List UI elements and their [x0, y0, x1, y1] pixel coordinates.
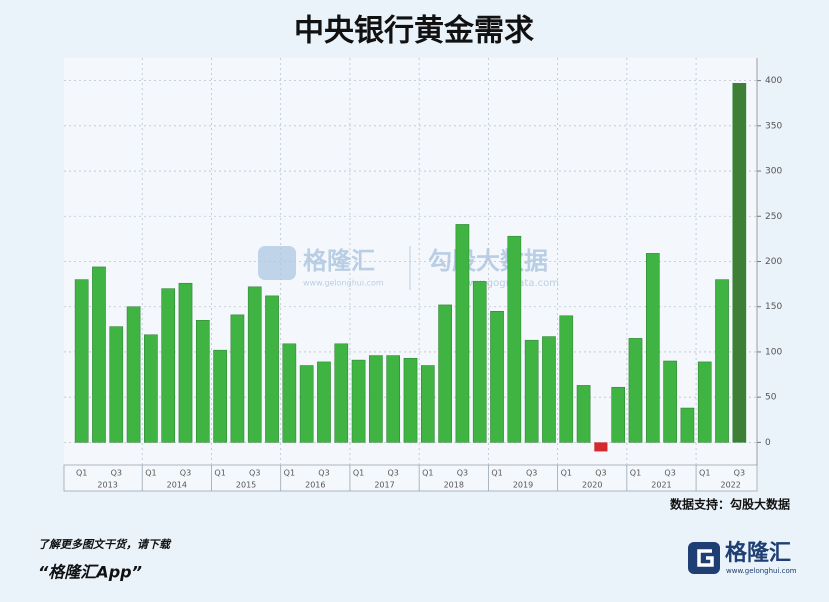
x-axis-box	[63, 464, 758, 492]
x-tick-label: Q3	[180, 469, 191, 478]
x-tick-label: Q1	[422, 469, 433, 478]
year-label: 2022	[721, 481, 741, 490]
bar	[282, 343, 297, 443]
bar	[732, 83, 747, 443]
x-tick-label: Q1	[491, 469, 502, 478]
year-label: 2015	[236, 481, 256, 490]
y-tick-label: 300	[765, 167, 782, 177]
y-tick-label: 150	[765, 302, 782, 312]
watermark-partner: 勾股大数据	[428, 247, 548, 275]
bar	[247, 286, 262, 443]
x-tick-label: Q3	[457, 469, 468, 478]
chart-title: 中央银行黄金需求	[294, 14, 534, 49]
source: 数据支持：勾股大数据	[670, 497, 790, 512]
x-tick-label: Q1	[214, 469, 225, 478]
bar	[628, 338, 643, 443]
y-tick-label: 200	[765, 257, 782, 267]
bar	[334, 343, 349, 443]
bar	[92, 266, 106, 443]
bar	[178, 282, 193, 443]
bar	[542, 336, 556, 443]
year-label: 2016	[305, 481, 325, 490]
bar	[265, 295, 279, 443]
x-tick-label: Q3	[664, 469, 675, 478]
x-tick-label: Q3	[111, 469, 122, 478]
y-tick-label: 100	[765, 347, 782, 357]
bar	[697, 361, 712, 443]
bar	[715, 279, 729, 443]
bar	[369, 355, 383, 443]
y-tick-label: 50	[765, 393, 777, 403]
year-label: 2014	[167, 481, 187, 490]
x-tick-label: Q1	[284, 469, 295, 478]
x-tick-label: Q3	[734, 469, 745, 478]
bar	[663, 360, 677, 443]
bar	[230, 314, 245, 443]
year-label: 2017	[374, 481, 394, 490]
year-label: 2013	[97, 481, 117, 490]
x-tick-label: Q3	[249, 469, 260, 478]
bar	[74, 279, 89, 443]
bar	[109, 326, 124, 443]
x-tick-label: Q1	[561, 469, 572, 478]
bar	[559, 315, 574, 443]
y-tick-label: 400	[765, 76, 782, 86]
bar	[195, 320, 210, 443]
bar	[611, 386, 626, 443]
y-tick-label: 250	[765, 212, 782, 222]
bar	[386, 355, 401, 443]
x-tick-label: Q1	[353, 469, 364, 478]
logo-url: www.gelonghui.com	[726, 567, 797, 575]
bar	[420, 365, 435, 443]
bar	[680, 407, 695, 443]
x-tick-label: Q1	[145, 469, 156, 478]
year-label: 2018	[444, 481, 464, 490]
x-tick-label: Q3	[318, 469, 329, 478]
bar	[351, 359, 366, 443]
bar	[472, 281, 487, 443]
watermark-brand: 格隆汇	[303, 247, 375, 275]
logo-text: 格隆汇	[725, 540, 791, 566]
bar	[507, 235, 522, 443]
bar	[490, 310, 504, 443]
x-tick-label: Q3	[595, 469, 606, 478]
logo-glyph	[697, 549, 714, 567]
watermark-url: www.gelonghui.com	[303, 279, 384, 288]
bar	[645, 253, 660, 443]
y-tick-label: 0	[765, 438, 771, 448]
bar	[213, 349, 227, 443]
bar	[144, 334, 158, 443]
bar	[594, 442, 608, 452]
year-label: 2019	[513, 481, 533, 490]
bar	[438, 304, 452, 443]
x-tick-label: Q3	[387, 469, 398, 478]
bar	[126, 306, 141, 443]
bar	[524, 339, 539, 443]
x-tick-label: Q1	[76, 469, 87, 478]
x-tick-label: Q3	[526, 469, 537, 478]
footer-app: “格隆汇App”	[38, 563, 142, 582]
year-label: 2020	[582, 481, 602, 490]
y-tick-label: 350	[765, 121, 782, 131]
bar	[403, 358, 418, 443]
bar	[317, 361, 331, 443]
x-tick-label: Q1	[630, 469, 641, 478]
bar	[576, 385, 591, 443]
year-label: 2021	[651, 481, 671, 490]
logo-icon	[688, 542, 720, 574]
watermark-icon	[258, 246, 296, 280]
bar	[161, 288, 176, 443]
x-tick-label: Q1	[699, 469, 710, 478]
footer-prompt: 了解更多图文干货，请下载	[38, 538, 172, 551]
bar	[455, 224, 470, 443]
bar	[299, 365, 314, 443]
